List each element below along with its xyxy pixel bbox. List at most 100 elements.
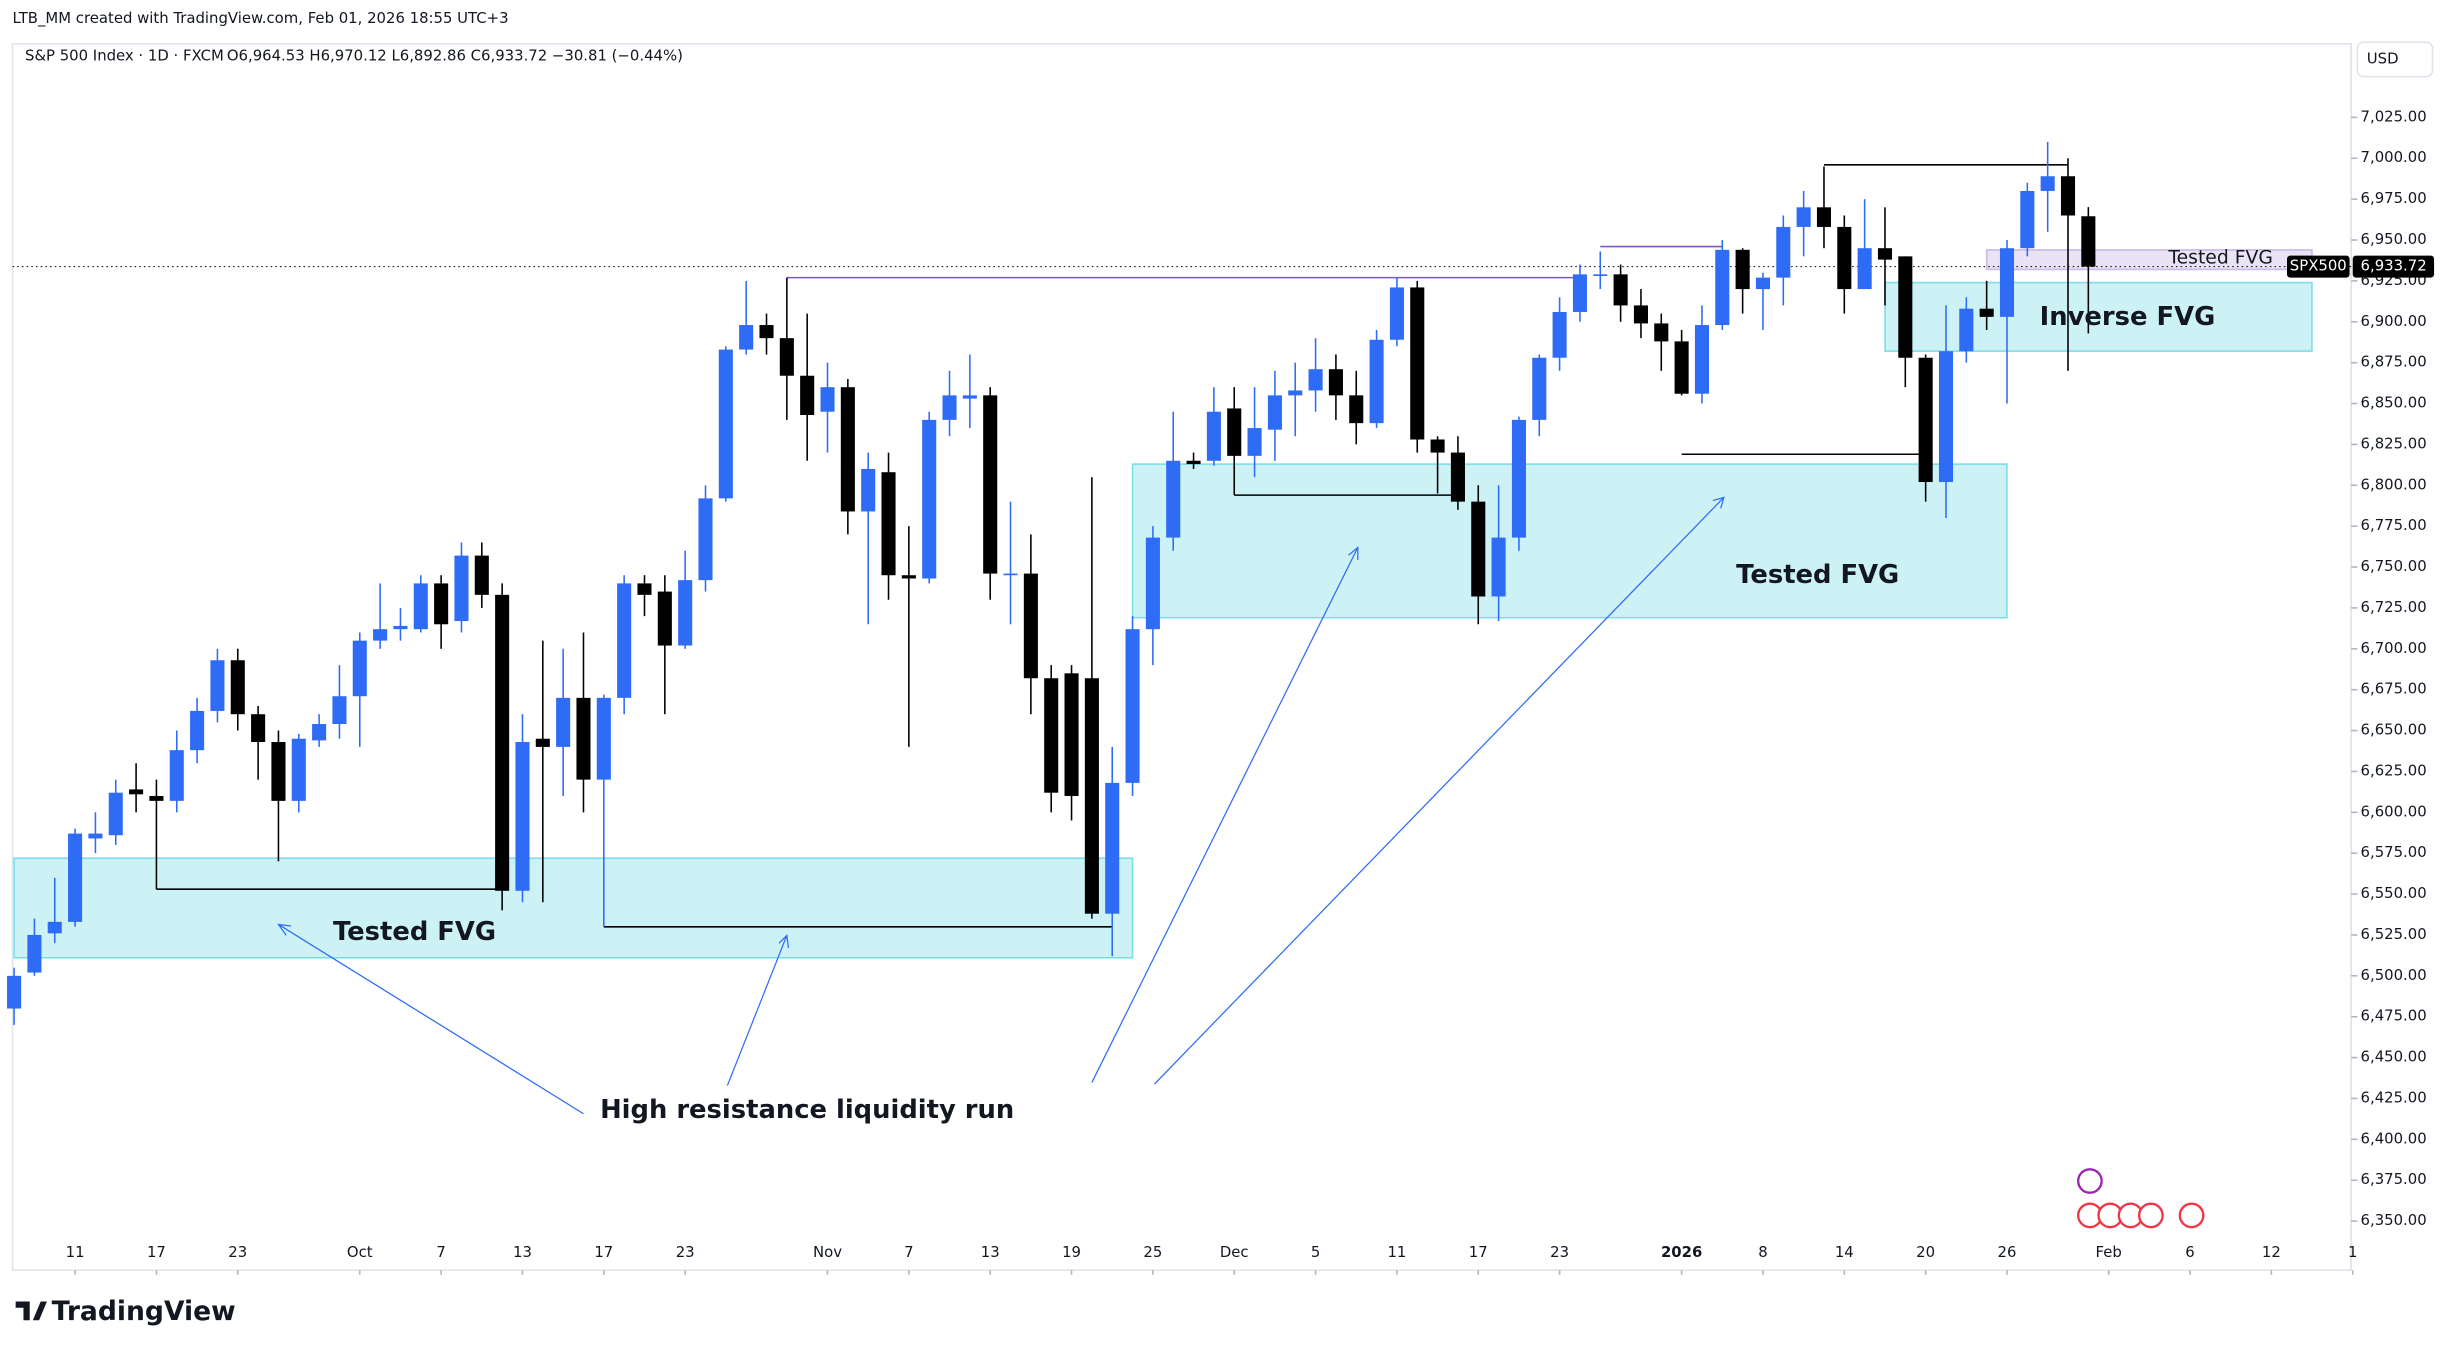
y-tick-label: 6,550.00	[2361, 884, 2427, 902]
y-tick-label: 6,625.00	[2361, 761, 2427, 779]
candle-body	[1023, 573, 1038, 679]
candle-body	[1654, 323, 1669, 342]
event-icon[interactable]	[2076, 1168, 2103, 1194]
candle-body	[779, 338, 794, 376]
candle-body	[1613, 274, 1628, 306]
candle-body	[149, 795, 164, 801]
x-tick-label: 13	[513, 1243, 532, 1261]
candle-body	[230, 660, 245, 715]
y-tick-label: 6,450.00	[2361, 1048, 2427, 1066]
arrows	[277, 496, 1725, 1115]
candle-body	[617, 583, 632, 698]
candle-body	[1552, 311, 1567, 358]
symbol-tag-text: SPX500	[2290, 257, 2347, 275]
x-tick-label: 6	[2185, 1243, 2194, 1261]
x-tick-label: 5	[1311, 1243, 1320, 1261]
x-tick-label: 23	[1550, 1243, 1569, 1261]
candle-body	[962, 395, 977, 399]
arrow	[278, 923, 584, 1115]
candle-body	[1979, 308, 1994, 317]
candle-body	[2060, 176, 2076, 216]
candle-body	[312, 724, 327, 741]
candle-body	[840, 387, 855, 512]
y-tick-label: 6,650.00	[2361, 721, 2427, 739]
x-tick-label: 20	[1916, 1243, 1935, 1261]
candle-body	[352, 640, 367, 697]
candle-body	[1735, 249, 1750, 290]
candle-body	[251, 714, 266, 743]
x-tick-label: 12	[2262, 1243, 2281, 1261]
candle-body	[1532, 357, 1547, 420]
price-tag-text: 6,933.72	[2361, 257, 2427, 275]
candle-body	[1430, 439, 1445, 453]
candle-body	[169, 750, 184, 801]
candle-body	[1959, 308, 1974, 352]
y-tick-label: 6,900.00	[2361, 312, 2427, 330]
candle-body	[1491, 537, 1506, 597]
candle-body	[576, 697, 591, 780]
candle-body	[68, 833, 83, 922]
candle-body	[1288, 390, 1303, 396]
x-tick-label: 7	[904, 1243, 913, 1261]
y-tick-label: 6,475.00	[2361, 1007, 2427, 1025]
candle-body	[1918, 357, 1933, 483]
y-tick-label: 6,700.00	[2361, 639, 2427, 657]
candle-body	[1186, 460, 1201, 465]
candle-body	[1999, 248, 2015, 317]
candle-body	[413, 583, 428, 630]
candle-body	[1877, 248, 1893, 260]
y-tick-label: 6,725.00	[2361, 598, 2427, 616]
candle-body	[1105, 782, 1120, 914]
candle-body	[1247, 428, 1262, 456]
logo-text: TradingView	[52, 1296, 236, 1327]
candle-body	[1267, 395, 1282, 430]
y-tick-label: 6,575.00	[2361, 843, 2427, 861]
zone-label: Tested FVG	[2167, 248, 2273, 269]
candle-body	[861, 468, 876, 512]
candle-body	[515, 742, 530, 891]
candle-body	[1857, 248, 1872, 290]
event-icons	[2076, 1168, 2205, 1229]
candle-body	[1694, 325, 1709, 394]
candle-body	[1349, 395, 1364, 424]
candle-body	[983, 395, 998, 574]
candle-body	[129, 789, 144, 795]
candle-body	[108, 792, 123, 836]
symbol-tag	[2287, 255, 2350, 278]
candle-body	[1776, 226, 1791, 278]
candle-body	[637, 583, 652, 595]
currency-box[interactable]	[2356, 41, 2434, 78]
annotation: High resistance liquidity run	[600, 1095, 1014, 1125]
x-tick-label: Oct	[347, 1243, 373, 1261]
plot	[7, 141, 2352, 1025]
x-tick-label: 8	[1758, 1243, 1767, 1261]
candle-body	[7, 975, 22, 1009]
event-icon[interactable]	[2178, 1202, 2205, 1229]
currency: USD	[2367, 49, 2399, 67]
event-icon[interactable]	[2138, 1202, 2164, 1229]
candle-body	[291, 738, 306, 801]
credit: LTB_MM created with TradingView.com, Feb…	[13, 9, 509, 27]
candle-body	[495, 594, 510, 891]
candle-body	[942, 395, 957, 420]
y-tick-label: 6,675.00	[2361, 680, 2427, 698]
candle-body	[1328, 369, 1343, 396]
x-tick-label: 23	[676, 1243, 695, 1261]
y-tick-label: 6,425.00	[2361, 1088, 2427, 1106]
zone	[1131, 463, 2008, 619]
candle-body	[739, 325, 754, 350]
zone-label: Tested FVG	[1736, 560, 1899, 590]
candle-body	[454, 555, 469, 622]
x-tick-label: 2026	[1661, 1243, 1702, 1261]
y-tick-label: 6,750.00	[2361, 557, 2427, 575]
candle-body	[922, 419, 937, 579]
y-tick-label: 6,600.00	[2361, 802, 2427, 820]
candle-body	[1898, 256, 1913, 358]
candle-body	[657, 591, 672, 646]
y-tick-label: 7,000.00	[2361, 148, 2427, 166]
x-tick-label: 13	[981, 1243, 1000, 1261]
y-tick-label: 6,350.00	[2361, 1211, 2427, 1229]
candle-body	[2040, 176, 2055, 191]
x-tick-label: 26	[1998, 1243, 2017, 1261]
